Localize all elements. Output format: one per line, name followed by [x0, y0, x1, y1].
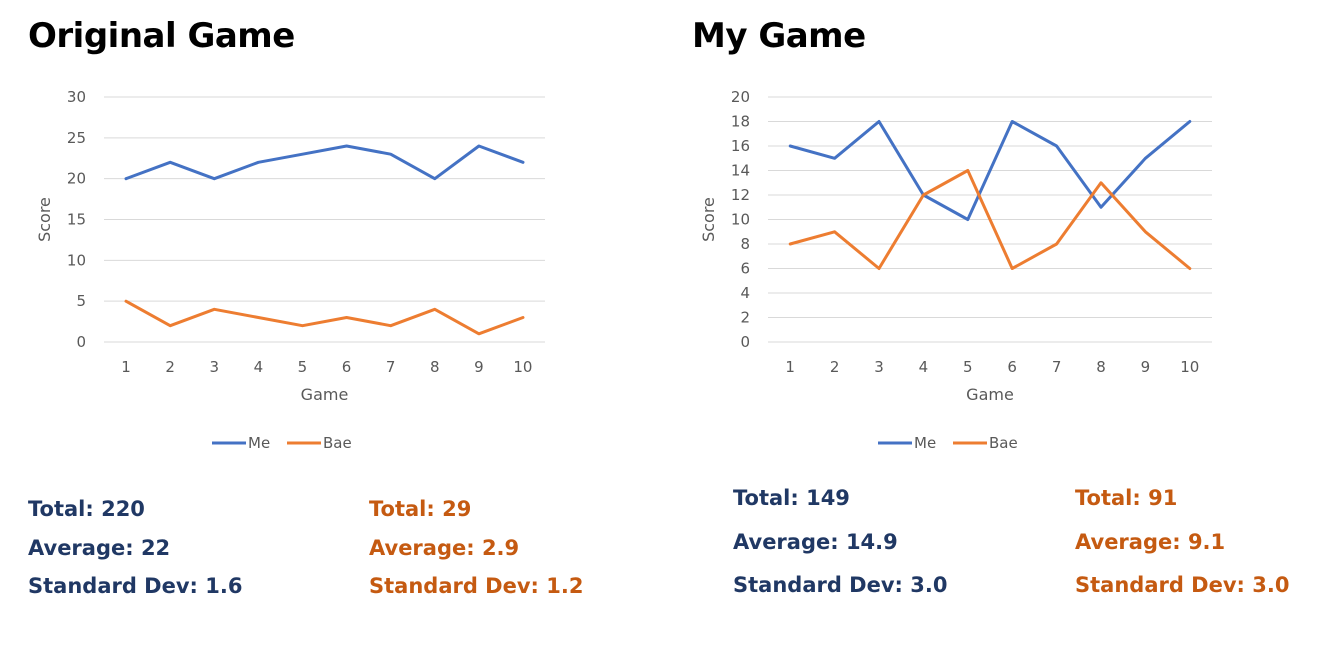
left-bae-total: Total: 29 — [369, 497, 472, 521]
x-tick-label: 10 — [1180, 358, 1199, 376]
x-tick-label: 3 — [209, 358, 219, 376]
original-game-chart: 0 5 10 15 20 25 30 1 2 3 4 5 6 7 8 9 10 Game Score Me Bae — [35, 88, 545, 452]
x-axis-label: Game — [301, 385, 349, 404]
legend-label-bae: Bae — [323, 434, 352, 452]
x-tick-label: 2 — [165, 358, 175, 376]
x-tick-label: 3 — [874, 358, 884, 376]
x-tick-label: 7 — [386, 358, 396, 376]
y-tick-label: 8 — [740, 235, 750, 253]
y-tick-label: 15 — [67, 211, 86, 229]
y-tick-label: 10 — [67, 251, 86, 269]
x-tick-label: 8 — [430, 358, 440, 376]
left-bae-average: Average: 2.9 — [369, 536, 520, 560]
x-tick-label: 2 — [830, 358, 840, 376]
y-tick-label: 5 — [76, 292, 86, 310]
y-tick-label: 0 — [740, 333, 750, 351]
left-me-average: Average: 22 — [28, 536, 171, 560]
y-tick-label: 0 — [76, 333, 86, 351]
y-tick-label: 6 — [740, 260, 750, 278]
y-axis-label: Score — [35, 197, 54, 242]
left-bae-std: Standard Dev: 1.2 — [369, 574, 584, 598]
x-tick-label: 7 — [1052, 358, 1062, 376]
right-me-std: Standard Dev: 3.0 — [733, 573, 948, 597]
right-bae-average: Average: 9.1 — [1075, 530, 1226, 554]
right-chart-title: My Game — [692, 16, 866, 56]
y-tick-label: 2 — [740, 309, 750, 327]
y-tick-label: 25 — [67, 129, 86, 147]
x-tick-label: 4 — [254, 358, 264, 376]
x-tick-label: 4 — [919, 358, 929, 376]
x-tick-label: 9 — [1141, 358, 1151, 376]
x-tick-label: 5 — [963, 358, 973, 376]
right-me-average: Average: 14.9 — [733, 530, 898, 554]
y-tick-label: 20 — [67, 170, 86, 188]
legend-label-me: Me — [248, 434, 270, 452]
x-tick-label: 1 — [121, 358, 131, 376]
x-tick-label: 10 — [513, 358, 532, 376]
y-tick-label: 16 — [731, 137, 750, 155]
x-axis-label: Game — [966, 385, 1014, 404]
y-tick-label: 4 — [740, 284, 750, 302]
series-line-bae — [124, 299, 525, 336]
x-tick-label: 9 — [474, 358, 484, 376]
series-line-bae — [788, 169, 1192, 270]
y-axis-label: Score — [699, 197, 718, 242]
right-bae-total: Total: 91 — [1075, 486, 1178, 510]
left-chart-title: Original Game — [28, 16, 295, 56]
legend-label-bae: Bae — [989, 434, 1018, 452]
x-tick-label: 1 — [785, 358, 795, 376]
right-bae-std: Standard Dev: 3.0 — [1075, 573, 1290, 597]
x-tick-label: 5 — [298, 358, 308, 376]
y-tick-label: 10 — [731, 211, 750, 229]
right-me-total: Total: 149 — [733, 486, 850, 510]
legend-label-me: Me — [914, 434, 936, 452]
y-tick-label: 14 — [731, 162, 750, 180]
x-tick-label: 8 — [1096, 358, 1106, 376]
x-tick-label: 6 — [342, 358, 352, 376]
y-tick-label: 20 — [731, 88, 750, 106]
y-tick-label: 30 — [67, 88, 86, 106]
left-me-std: Standard Dev: 1.6 — [28, 574, 243, 598]
left-me-total: Total: 220 — [28, 497, 145, 521]
series-line-me — [124, 144, 525, 181]
y-tick-label: 18 — [731, 113, 750, 131]
y-tick-label: 12 — [731, 186, 750, 204]
series-line-me — [788, 120, 1192, 221]
x-tick-label: 6 — [1007, 358, 1017, 376]
